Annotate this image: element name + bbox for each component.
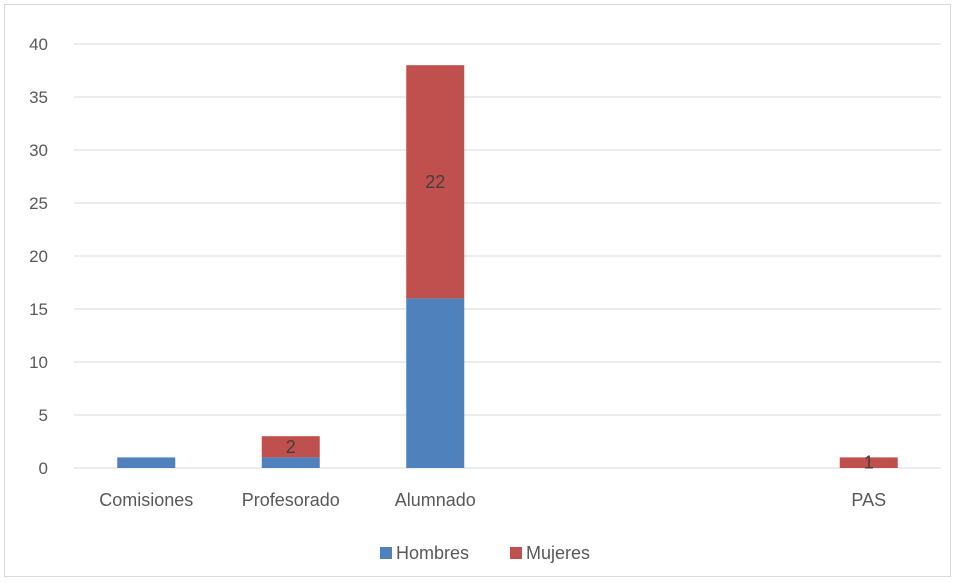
bar-hombres-2 xyxy=(406,298,465,468)
y-tick-label: 0 xyxy=(39,459,48,478)
legend-swatch-hombres xyxy=(380,547,392,559)
x-axis-categories: Comisiones Profesorado Alumnado PAS xyxy=(99,490,886,510)
data-label: 22 xyxy=(425,172,445,192)
data-label: 1 xyxy=(864,453,874,473)
bar-hombres-1 xyxy=(261,457,320,468)
y-tick-label: 25 xyxy=(29,194,48,213)
y-tick-label: 20 xyxy=(29,247,48,266)
y-tick-label: 15 xyxy=(29,300,48,319)
legend: Hombres Mujeres xyxy=(380,543,590,563)
bar-mujeres-2 xyxy=(406,65,465,299)
chart-container: 0 5 10 15 20 25 30 35 40 2 22 1 Comisiones Profesor… xyxy=(4,4,951,577)
data-label: 2 xyxy=(286,437,296,457)
legend-label-hombres: Hombres xyxy=(396,543,469,563)
y-axis-ticks: 0 5 10 15 20 25 30 35 40 xyxy=(29,35,48,478)
bar-mujeres-1 xyxy=(261,436,320,458)
x-category-label: Alumnado xyxy=(395,490,476,510)
y-tick-label: 30 xyxy=(29,141,48,160)
y-tick-label: 5 xyxy=(39,406,48,425)
gridlines xyxy=(74,43,941,469)
x-category-label: Comisiones xyxy=(99,490,193,510)
legend-label-mujeres: Mujeres xyxy=(526,543,590,563)
y-tick-label: 35 xyxy=(29,88,48,107)
y-tick-label: 40 xyxy=(29,35,48,54)
bar-mujeres-5 xyxy=(839,457,898,468)
legend-swatch-mujeres xyxy=(510,547,522,559)
bars xyxy=(117,65,898,468)
y-tick-label: 10 xyxy=(29,353,48,372)
x-category-label: PAS xyxy=(851,490,886,510)
bar-hombres-0 xyxy=(117,457,176,468)
x-category-label: Profesorado xyxy=(242,490,340,510)
